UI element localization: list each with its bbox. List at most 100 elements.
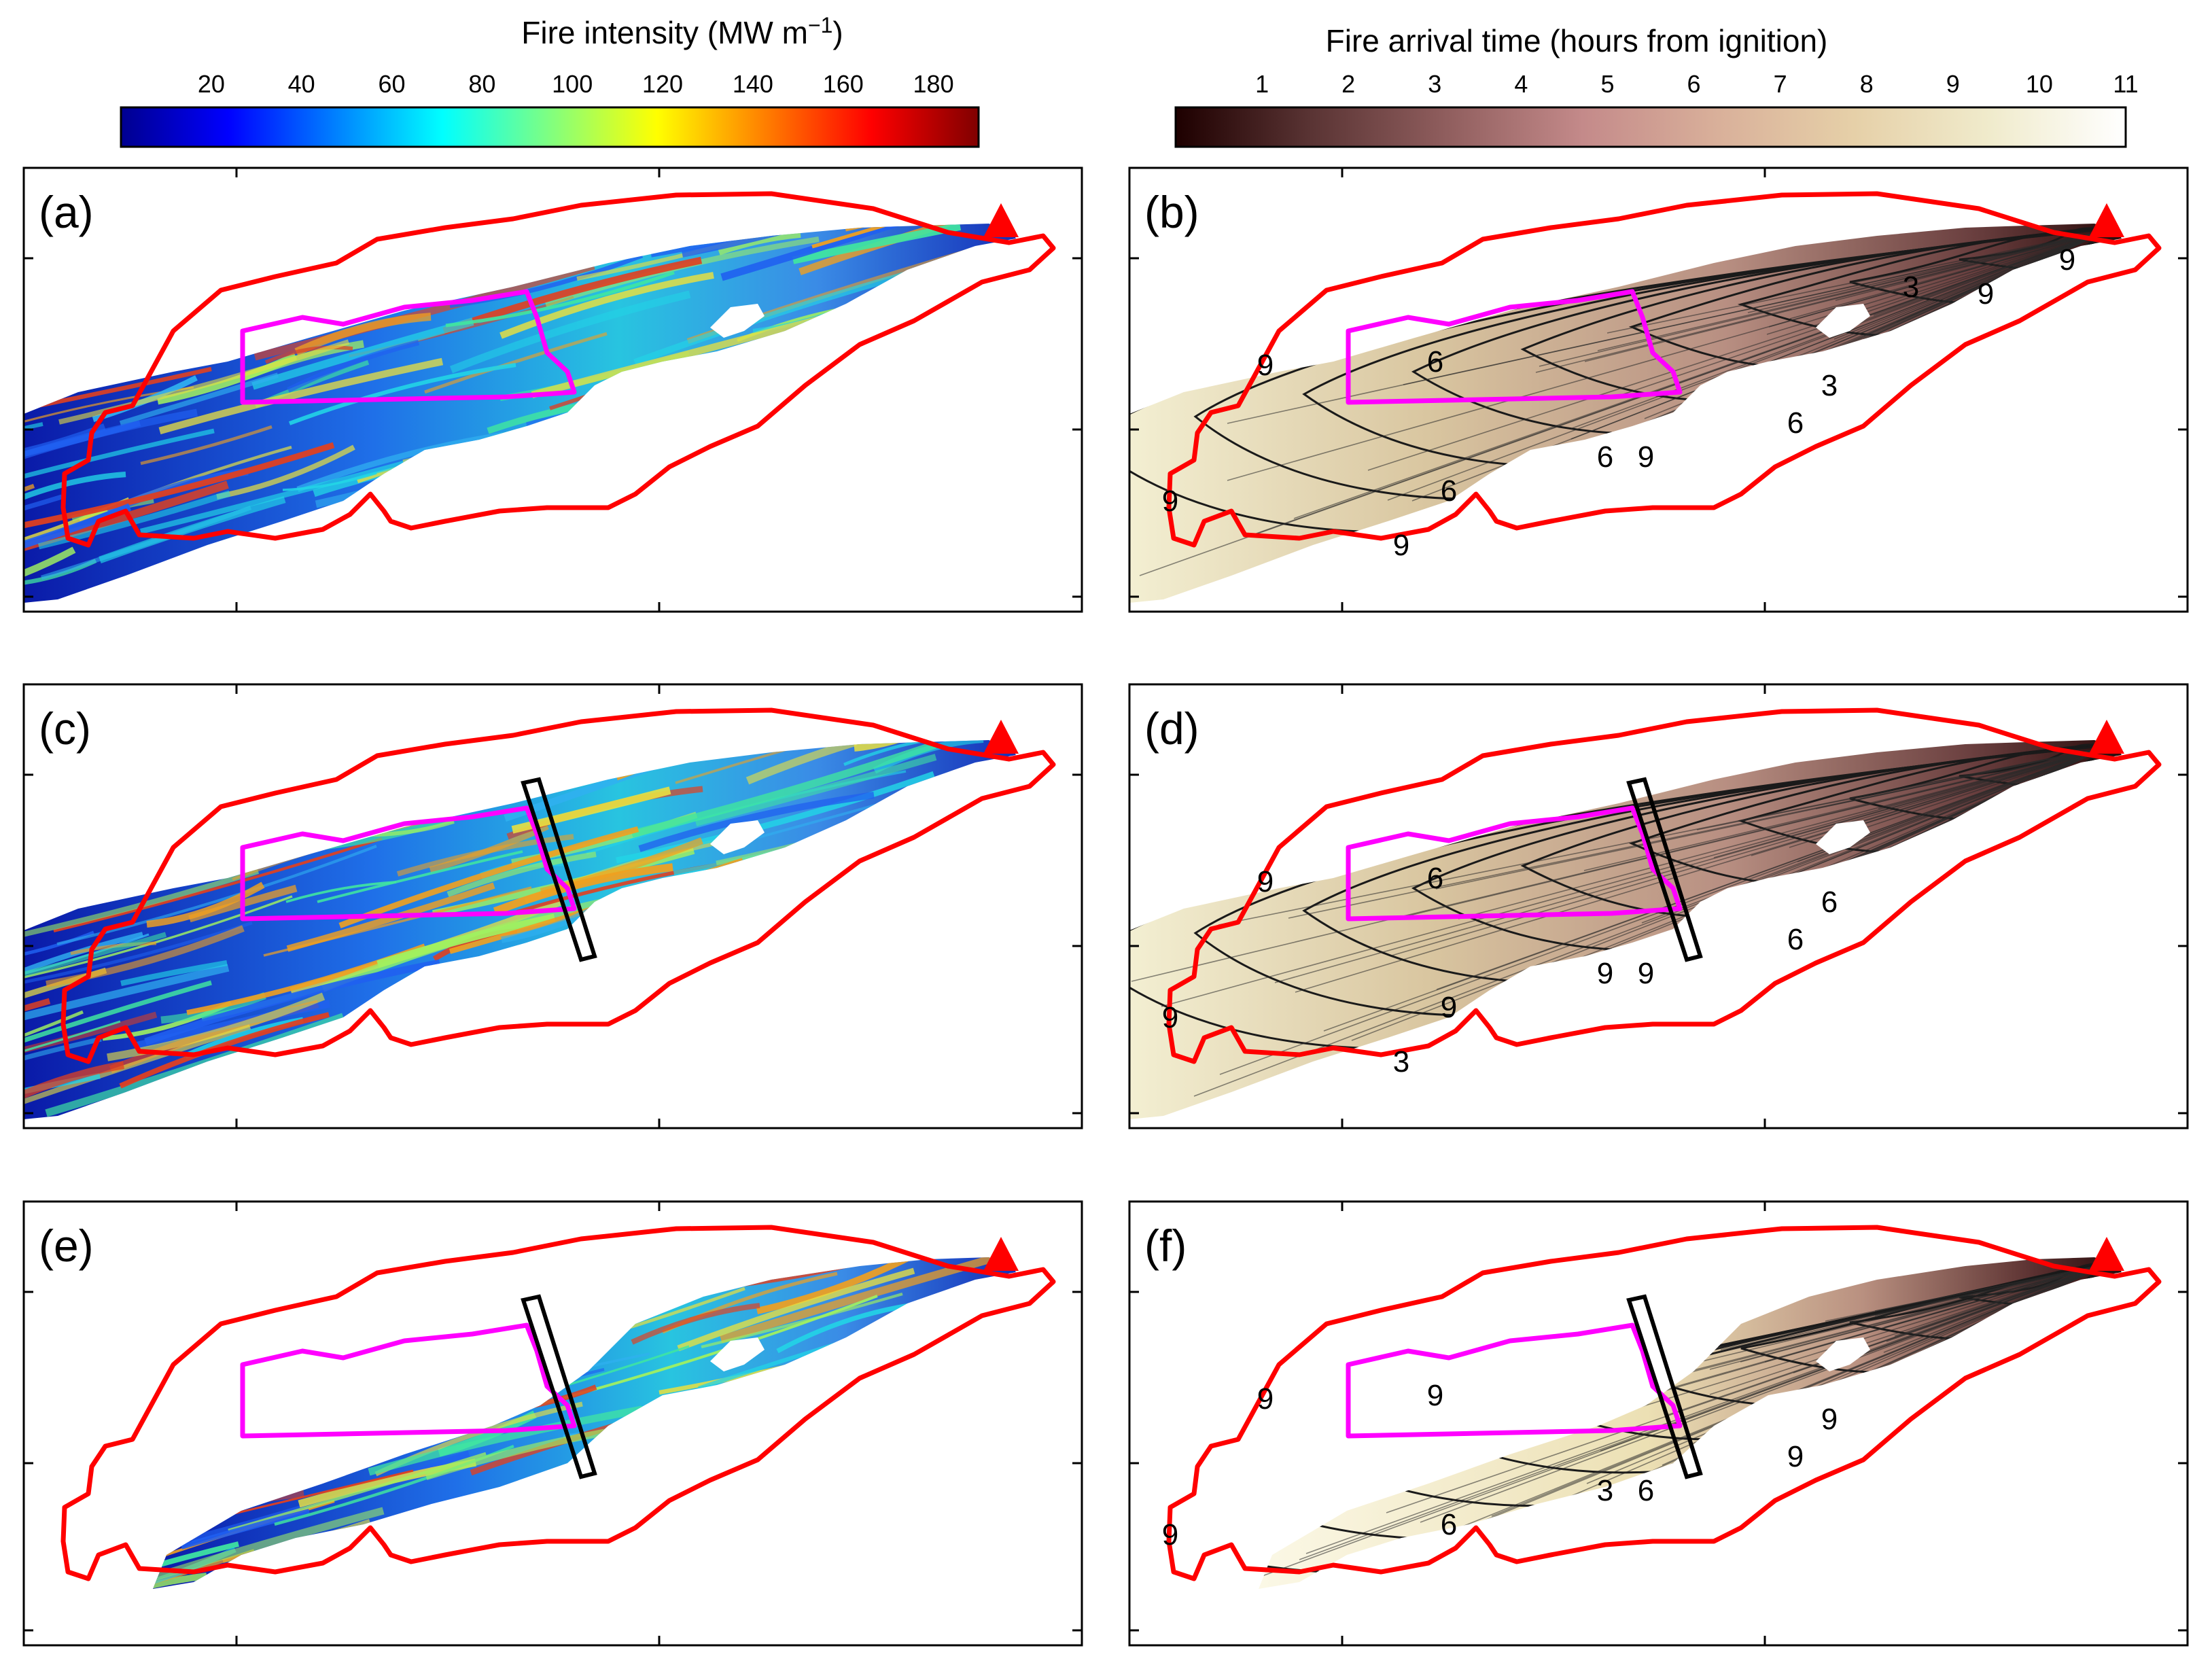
intensity-streak xyxy=(24,1072,101,1117)
contour-label: 6 xyxy=(1821,886,1838,919)
intensity-streak xyxy=(288,363,516,425)
panel-label: (b) xyxy=(1144,187,1199,237)
intensity-streak xyxy=(251,1386,374,1430)
arrival-contour xyxy=(1387,230,2109,501)
arrival-contour xyxy=(1886,1263,2109,1342)
intensity-streak xyxy=(287,339,419,393)
contour-label: 6 xyxy=(1441,474,1457,508)
intensity-streak xyxy=(153,1416,296,1464)
intensity-streak xyxy=(424,332,608,394)
arrival-contour xyxy=(1764,1263,2109,1363)
ignition-point-marker xyxy=(2089,720,2124,754)
arrival-contour xyxy=(1403,230,2109,385)
protected-area-boundary xyxy=(1346,805,1683,922)
intensity-streak xyxy=(24,480,229,574)
intensity-streak xyxy=(24,964,230,1049)
intensity-streak xyxy=(0,444,16,497)
observed-fire-perimeter xyxy=(60,707,1056,1064)
ignition-point-marker xyxy=(983,1237,1019,1271)
arrival-contour xyxy=(1787,746,2109,877)
intensity-streak xyxy=(120,960,228,987)
arrival-contour xyxy=(1458,746,2109,919)
contour-label: 3 xyxy=(1597,1474,1613,1507)
intensity-streak xyxy=(776,1303,910,1354)
intensity-streak xyxy=(24,1024,251,1109)
panel-label: (c) xyxy=(39,703,91,754)
arrival-colorbar-ramp xyxy=(1174,106,2127,148)
intensity-streak xyxy=(24,932,167,983)
intensity-streak xyxy=(616,771,935,864)
intensity-streak xyxy=(0,1472,70,1528)
contour-label: 9 xyxy=(1638,957,1654,990)
intensity-streak xyxy=(24,1061,124,1112)
intensity-streak xyxy=(376,913,556,968)
unburned-patch xyxy=(1816,820,1870,854)
panel-c: (c) xyxy=(0,683,1083,1170)
firebreak-outline xyxy=(1626,777,1703,962)
arrival-contour xyxy=(1391,746,2109,956)
panel-frame xyxy=(1128,166,2189,613)
arrival-contour xyxy=(1367,230,2109,471)
intensity-streak xyxy=(153,1507,385,1589)
intensity-streak xyxy=(843,740,957,767)
intensity-streak xyxy=(296,432,504,492)
intensity-streak xyxy=(0,1080,14,1170)
arrival-contour xyxy=(1435,746,2109,890)
unburned-patch xyxy=(1816,304,1870,338)
intensity-streak xyxy=(368,1405,643,1476)
arrival-contour xyxy=(1161,746,2109,1007)
arrival-contour xyxy=(1751,746,2109,856)
ignition-point-marker xyxy=(983,203,1019,237)
arrival-tick-label: 9 xyxy=(1946,70,1960,98)
contour-label: 9 xyxy=(1441,991,1457,1024)
intensity-streak xyxy=(99,495,286,563)
intensity-streak xyxy=(0,1463,51,1560)
unburned-patch xyxy=(710,1337,765,1371)
intensity-streak xyxy=(24,1036,102,1089)
intensity-streak xyxy=(0,550,17,604)
contour-label: 6 xyxy=(1441,1508,1457,1541)
intensity-streak xyxy=(158,357,444,435)
intensity-colorbar-title: Fire intensity (MW m−1) xyxy=(521,13,843,50)
arrival-contour xyxy=(1789,230,2109,319)
intensity-streak xyxy=(70,941,157,956)
intensity-streak xyxy=(724,860,814,885)
intensity-streak xyxy=(253,262,595,361)
intensity-streak xyxy=(718,231,801,256)
contour-label: 3 xyxy=(1821,369,1838,402)
contour-label: 6 xyxy=(1787,406,1804,440)
intensity-streak xyxy=(0,1522,14,1558)
intensity-streak xyxy=(216,444,355,500)
panel-label: (a) xyxy=(39,187,94,237)
intensity-streak xyxy=(0,1469,2,1550)
intensity-streak xyxy=(180,1509,310,1549)
arrival-colorbar-title: Fire arrival time (hours from ignition) xyxy=(1326,23,1828,58)
intensity-tick-label: 40 xyxy=(288,70,315,98)
intensity-streak xyxy=(214,1334,457,1418)
intensity-streak xyxy=(0,1573,80,1602)
arrival-contour xyxy=(1323,746,2109,1032)
intensity-streak xyxy=(251,317,474,390)
arrival-tick-label: 8 xyxy=(1860,70,1874,98)
intensity-streak xyxy=(53,837,383,933)
contour-label: 9 xyxy=(1821,1403,1838,1436)
panel-a: (a) xyxy=(0,166,1083,613)
arrival-contour xyxy=(1628,1263,2109,1380)
unburned-patch xyxy=(1816,1337,1870,1371)
intensity-streak xyxy=(144,959,440,1046)
contour-label: 9 xyxy=(1257,349,1274,382)
intensity-streak xyxy=(695,754,937,826)
intensity-streak xyxy=(24,869,260,958)
intensity-streak xyxy=(24,494,63,561)
intensity-tick-label: 80 xyxy=(468,70,495,98)
intensity-streak xyxy=(24,471,126,512)
intensity-streak xyxy=(119,372,279,426)
contour-label: 6 xyxy=(1427,862,1443,895)
intensity-streak xyxy=(153,1477,193,1545)
intensity-streak xyxy=(58,339,350,425)
intensity-streak xyxy=(0,1489,39,1571)
